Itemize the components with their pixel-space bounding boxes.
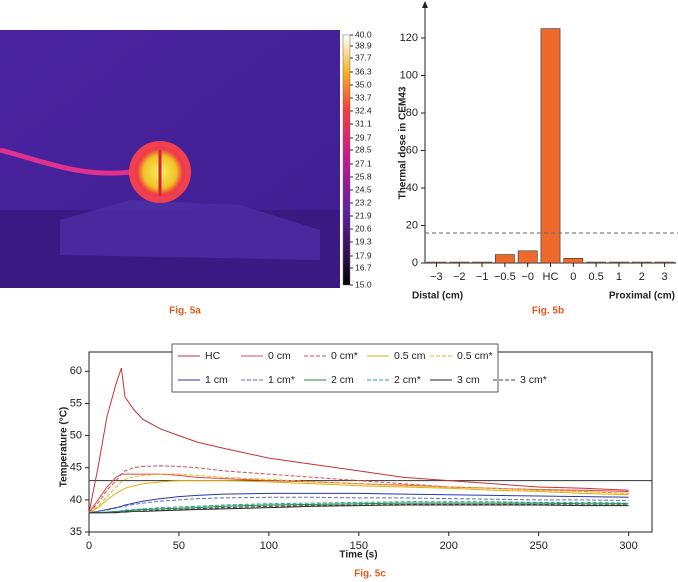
x-tick-label: 200 [440, 540, 458, 552]
x-tick-label: 0 [86, 540, 92, 552]
x-tick-label: 50 [173, 540, 185, 552]
colorbar-label: 20.6 [355, 223, 372, 233]
colorbar-label: 35.0 [355, 79, 372, 89]
x-tick-label: 1 [616, 271, 622, 283]
y-axis-label: Thermal dose in CEM43 [398, 86, 409, 199]
series-line [88, 492, 629, 514]
caption: Fig. 5a [169, 306, 201, 317]
caption: Fig. 5c [354, 569, 386, 580]
bar [631, 261, 652, 264]
x-tick-label: −3 [430, 271, 443, 283]
x-label-right: Proximal (cm) [609, 291, 675, 302]
bar [426, 261, 447, 264]
legend-label: 0.5 cm* [457, 350, 493, 362]
colorbar-label: 19.3 [355, 236, 372, 246]
series-line [88, 367, 629, 513]
bar [654, 261, 675, 264]
y-tick-label: 40 [406, 182, 418, 194]
bar [494, 254, 515, 264]
colorbar-label: 15.0 [355, 279, 372, 289]
colorbar [342, 34, 351, 286]
y-tick-label: 50 [70, 429, 82, 441]
x-tick-label: 2 [639, 271, 645, 283]
colorbar-label: 32.4 [355, 105, 372, 115]
x-tick-label: 100 [260, 540, 278, 552]
x-tick-label: 300 [619, 540, 637, 552]
legend-label: 0 cm* [331, 350, 358, 362]
x-label-left: Distal (cm) [412, 291, 463, 302]
bar [540, 28, 561, 264]
series-line [89, 501, 629, 514]
x-tick-label: −0 [521, 271, 534, 283]
series-line [89, 503, 629, 514]
y-tick-label: 80 [406, 107, 418, 119]
x-tick-label: 150 [350, 540, 368, 552]
bar [449, 261, 470, 264]
bar [586, 261, 607, 264]
x-tick-label: 250 [530, 540, 548, 552]
axis-arrow [422, 1, 428, 8]
colorbar-label: 17.9 [355, 250, 372, 260]
y-tick-label: 45 [70, 462, 82, 474]
x-tick-label: 0.5 [588, 271, 603, 283]
y-tick-label: 60 [70, 365, 82, 377]
legend-label: 1 cm [205, 374, 228, 386]
legend-label: 0 cm [268, 350, 291, 362]
y-tick-label: 35 [70, 526, 82, 538]
legend-label: 2 cm [331, 374, 354, 386]
x-tick-label: 3 [662, 271, 668, 283]
colorbar-label: 27.1 [355, 158, 372, 168]
series-line [89, 504, 629, 514]
y-tick-label: 100 [400, 69, 418, 81]
series-line [88, 496, 629, 514]
bar [609, 261, 629, 264]
series-line [88, 480, 629, 514]
legend-label: 3 cm [457, 374, 480, 386]
series-line [88, 473, 629, 514]
x-tick-label: −2 [453, 271, 466, 283]
x-axis-label: Time (s) [339, 550, 377, 561]
colorbar-label: 24.5 [355, 184, 372, 194]
colorbar-label: 28.5 [355, 144, 372, 154]
x-tick-label: −0.5 [494, 271, 516, 283]
y-tick-label: 120 [400, 32, 418, 44]
y-tick-label: 60 [406, 144, 418, 156]
legend-box [171, 343, 499, 393]
colorbar-label: 25.8 [355, 171, 372, 181]
colorbar-label: 40.0 [355, 29, 372, 39]
legend-label: HC [205, 350, 221, 362]
y-tick-label: 0 [412, 257, 418, 269]
colorbar-label: 36.3 [355, 66, 372, 76]
bar [472, 261, 492, 264]
x-tick-label: −1 [476, 271, 489, 283]
colorbar-label: 16.7 [355, 262, 372, 272]
colorbar-label: 33.7 [355, 92, 372, 102]
colorbar-label: 37.7 [355, 52, 372, 62]
y-tick-label: 40 [70, 494, 82, 506]
legend-label: 0.5 cm [394, 350, 426, 362]
bar [563, 258, 584, 264]
legend-label: 2 cm* [394, 374, 421, 386]
x-tick-label: 0 [570, 271, 576, 283]
series-line [89, 502, 629, 514]
legend-label: 1 cm* [268, 374, 295, 386]
colorbar-label: 29.7 [355, 132, 372, 142]
caption: Fig. 5b [532, 306, 564, 317]
x-tick-label: HC [543, 271, 559, 283]
legend-label: 3 cm* [520, 374, 547, 386]
y-tick-label: 55 [70, 397, 82, 409]
y-axis-label: Temperature (°C) [59, 407, 70, 488]
thermal-image [0, 30, 340, 288]
colorbar-label: 38.9 [355, 40, 372, 50]
y-tick-label: 20 [406, 219, 418, 231]
bar [517, 250, 538, 264]
colorbar-label: 31.1 [355, 118, 372, 128]
colorbar-label: 21.9 [355, 210, 372, 220]
colorbar-label: 23.2 [355, 197, 372, 207]
